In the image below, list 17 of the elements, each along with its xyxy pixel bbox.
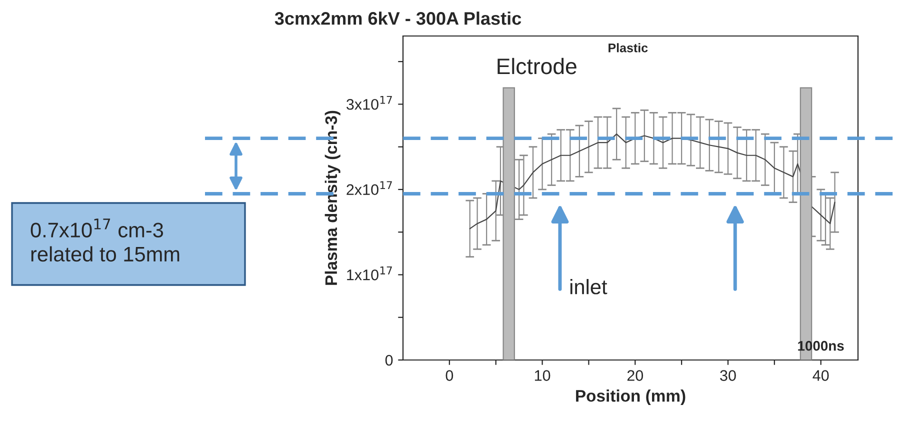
annotation: Plastic	[608, 43, 648, 52]
y-tick-label: 0	[385, 354, 393, 366]
x-tick-label: 0	[446, 370, 454, 381]
band-label: Elctrode	[498, 58, 576, 74]
annotation: inlet	[570, 279, 608, 294]
text: 0.7x10$^{17}$ cm-3 related to 15mm	[30, 218, 180, 262]
y-tick-label: 1x10$^{17}$	[347, 266, 392, 280]
y-tick-label: 3x10$^{17}$	[346, 96, 392, 110]
annotation: 1000ns	[798, 340, 844, 351]
x-tick-label: 10	[534, 370, 550, 381]
y-tick-label: 2x10$^{17}$	[346, 181, 392, 196]
chart-title: 3cmx2mm 6kV - 300A Plastic	[274, 12, 522, 25]
x-axis-title: Position (mm)	[576, 390, 686, 406]
x-tick-label: 40	[812, 370, 829, 381]
x-tick-label: 20	[627, 370, 644, 381]
x-tick-label: 30	[720, 370, 736, 381]
y-axis-title: Plasma density (cm-3)	[324, 110, 340, 285]
